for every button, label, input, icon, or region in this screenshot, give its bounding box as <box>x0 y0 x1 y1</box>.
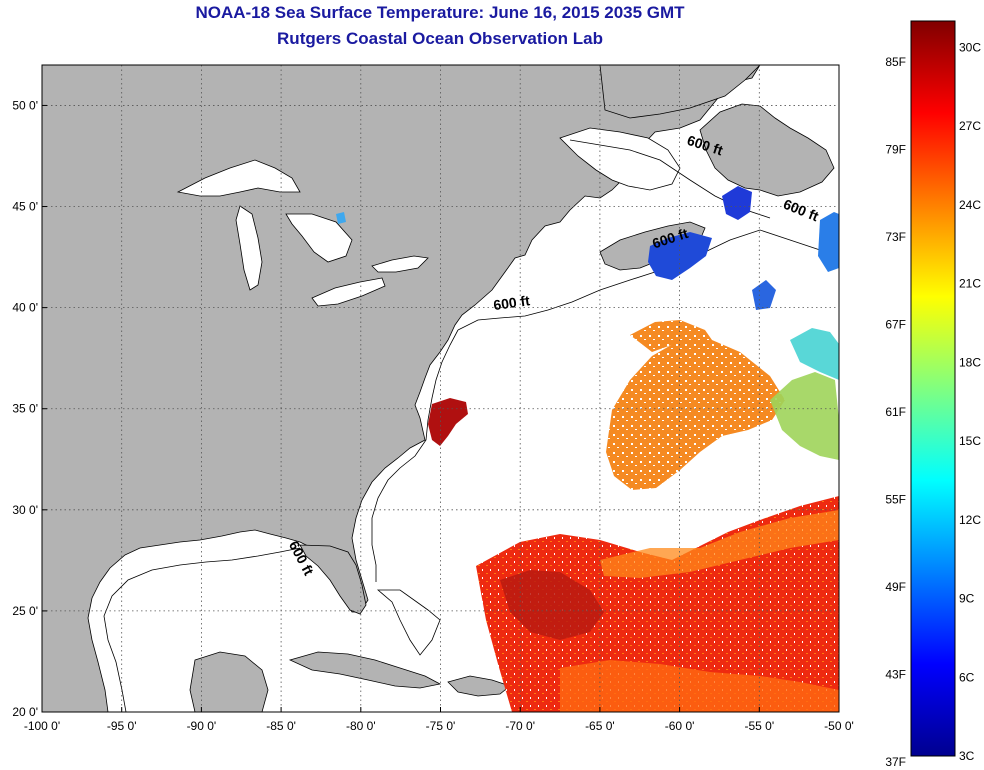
sst-mid-atlantic-orange <box>606 340 785 490</box>
y-axis: 50 0' 45 0' 40 0' 35 0' 30 0' 25 0' 20 0' <box>12 98 47 719</box>
colorbar-celsius-label: 30C <box>959 40 981 54</box>
x-tick-label: -60 0' <box>665 719 695 733</box>
lake-ontario <box>371 255 429 273</box>
colorbar-celsius-label: 18C <box>959 355 981 369</box>
lake-huron <box>285 213 353 263</box>
sst-subtropical-orange-south <box>560 660 839 712</box>
x-tick-label: -70 0' <box>505 719 535 733</box>
lake-michigan <box>235 205 263 291</box>
land-florida <box>299 544 367 615</box>
x-tick-label: -90 0' <box>187 719 217 733</box>
y-tick-label: 30 0' <box>12 503 38 517</box>
y-tick-label: 25 0' <box>12 604 38 618</box>
colorbar-fahrenheit-label: 61F <box>885 405 906 419</box>
map-subtitle: Rutgers Coastal Ocean Observation Lab <box>277 29 603 48</box>
y-tick-label: 40 0' <box>12 301 38 315</box>
map-title: NOAA-18 Sea Surface Temperature: June 16… <box>195 3 685 22</box>
sst-subtropical-orange-band <box>600 510 839 578</box>
sst-cold-blue-grand-banks <box>722 186 752 220</box>
land-quebec-labrador <box>599 65 761 119</box>
contour-600ft-atlantic <box>457 229 839 331</box>
lake-erie <box>311 277 386 307</box>
colorbar-fahrenheit-label: 37F <box>885 755 906 769</box>
colorbar-fahrenheit-label: 79F <box>885 142 906 156</box>
sst-east-green <box>770 372 839 460</box>
x-tick-label: -65 0' <box>585 719 615 733</box>
colorbar-fahrenheit-label: 73F <box>885 230 906 244</box>
x-tick-label: -80 0' <box>346 719 376 733</box>
colorbar-celsius-label: 3C <box>959 749 975 763</box>
x-tick-label: -85 0' <box>266 719 296 733</box>
colorbar-fahrenheit-label: 67F <box>885 317 906 331</box>
contour-label-600ft: 600 ft <box>492 292 531 313</box>
land-yucatan <box>189 651 269 712</box>
sst-east-cyan <box>790 328 839 380</box>
contour-600ft-gulf <box>103 547 301 712</box>
lake-superior <box>176 159 301 197</box>
sst-orange-north <box>630 320 712 352</box>
colorbar-celsius-labels: 30C 27C 24C 21C 18C 15C 12C 9C 6C 3C <box>959 40 981 763</box>
y-tick-label: 35 0' <box>12 402 38 416</box>
sst-cold-blue-scotian <box>648 232 712 280</box>
y-tick-label: 45 0' <box>12 200 38 214</box>
land-newfoundland <box>699 103 835 197</box>
x-tick-label: -55 0' <box>744 719 774 733</box>
colorbar-celsius-label: 24C <box>959 198 981 212</box>
sst-cold-blue-offshore <box>752 280 776 310</box>
bahamas-banks <box>376 589 441 656</box>
land-hispaniola <box>447 675 511 697</box>
colorbar-celsius-label: 6C <box>959 670 975 684</box>
sst-subtropical-darkred <box>500 570 604 640</box>
colorbar-celsius-label: 12C <box>959 513 981 527</box>
sst-cape-hatteras <box>428 398 468 446</box>
colorbar-celsius-label: 21C <box>959 277 981 291</box>
x-tick-label: -50 0' <box>824 719 854 733</box>
colorbar-fahrenheit-label: 55F <box>885 492 906 506</box>
y-tick-label: 20 0' <box>12 705 38 719</box>
land-north-america <box>42 65 761 712</box>
colorbar-fahrenheit-label: 85F <box>885 55 906 69</box>
y-tick-label: 50 0' <box>12 98 38 112</box>
colorbar-celsius-label: 27C <box>959 119 981 133</box>
x-tick-label: -75 0' <box>426 719 456 733</box>
x-tick-label: -100 0' <box>24 719 60 733</box>
sst-cold-blue-east <box>818 212 839 272</box>
sst-lake-patch <box>336 212 346 224</box>
contour-600ft-east-coast <box>371 329 459 582</box>
colorbar-ramp <box>910 20 956 757</box>
x-tick-label: -95 0' <box>107 719 137 733</box>
colorbar-fahrenheit-labels: 85F 79F 73F 67F 61F 55F 49F 43F 37F <box>885 55 906 769</box>
x-axis: -100 0' -95 0' -90 0' -85 0' -80 0' -75 0' -70… <box>24 707 854 733</box>
colorbar-fahrenheit-label: 43F <box>885 667 906 681</box>
colorbar-fahrenheit-label: 49F <box>885 580 906 594</box>
colorbar-celsius-label: 9C <box>959 592 975 606</box>
colorbar-celsius-label: 15C <box>959 434 981 448</box>
land-cuba <box>288 651 442 689</box>
